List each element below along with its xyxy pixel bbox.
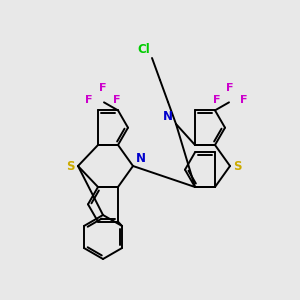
Text: F: F [113,95,121,105]
Text: N: N [136,152,146,165]
Text: F: F [226,83,234,93]
Text: S: S [233,160,242,172]
Text: S: S [67,160,75,172]
Text: F: F [99,83,107,93]
Text: F: F [240,95,247,105]
Text: N: N [163,110,173,123]
Text: F: F [85,95,93,105]
Text: F: F [212,95,220,105]
Text: Cl: Cl [137,43,150,56]
